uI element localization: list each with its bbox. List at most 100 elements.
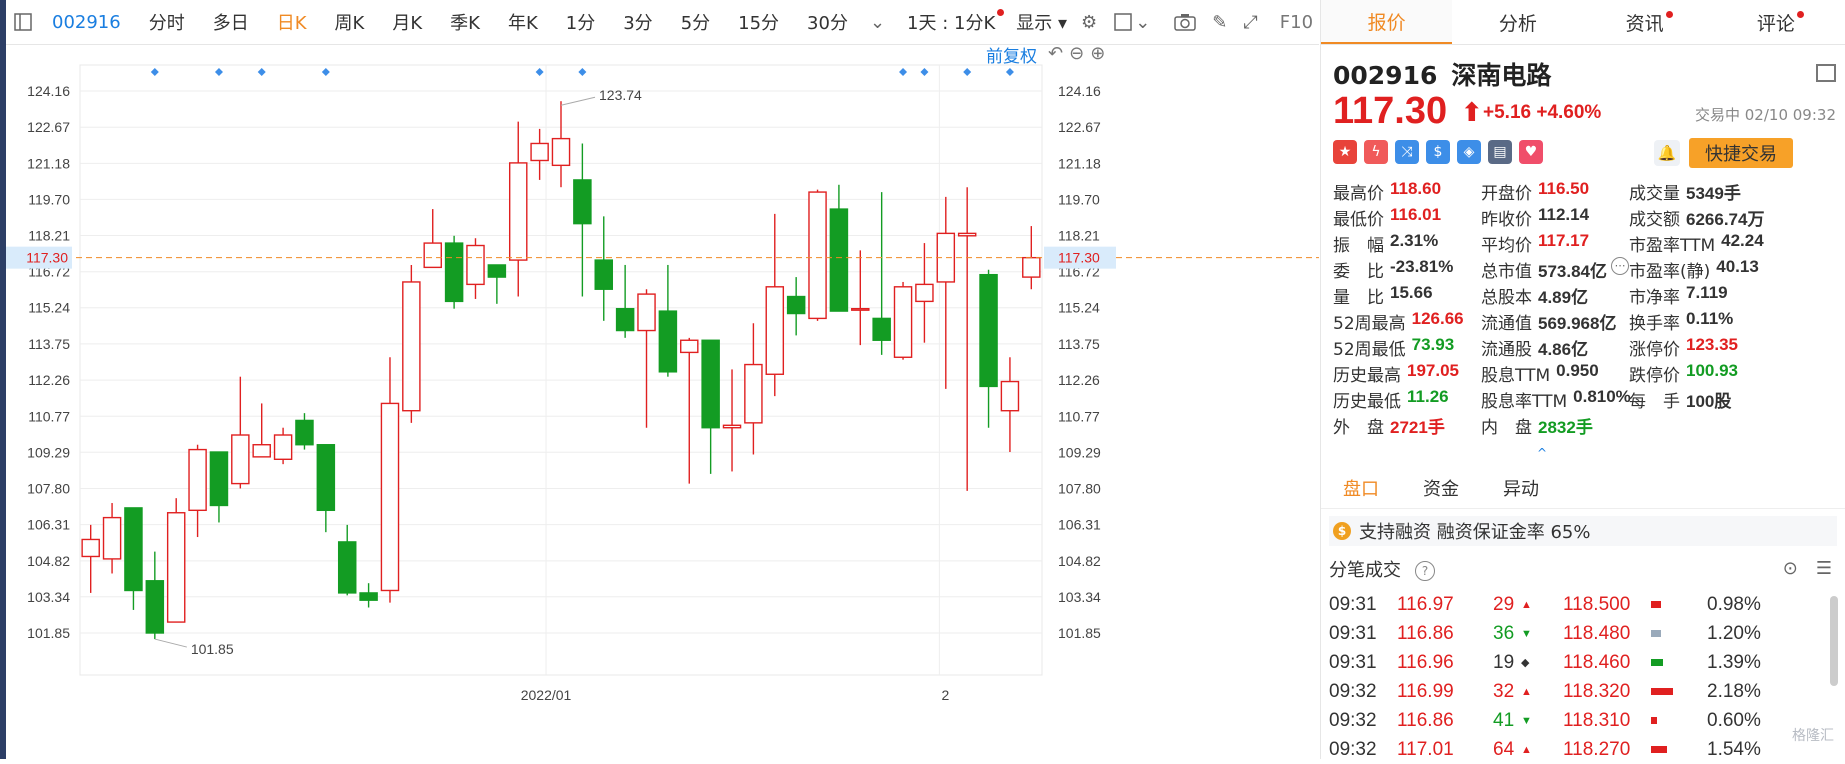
fuquan-toggle[interactable]: 前复权 bbox=[986, 47, 1037, 67]
stat-value: 100股 bbox=[1686, 391, 1732, 411]
tag-icon[interactable]: ◈ bbox=[1457, 140, 1481, 164]
kline-chart-svg[interactable]: 124.16 124.16 122.67 122.67 121.18 121.18 119.… bbox=[6, 45, 1319, 759]
plot-frame bbox=[79, 64, 1043, 676]
zoom-out-icon[interactable]: ⊖ bbox=[1069, 43, 1085, 64]
period-tab[interactable]: 1分 bbox=[565, 13, 596, 34]
notification-dot bbox=[997, 9, 1005, 16]
candle-body bbox=[487, 264, 507, 278]
current-price-tag-left bbox=[6, 246, 72, 269]
stat-label: 流通股 bbox=[1481, 339, 1532, 360]
stat-cell: 开盘价 116.50 bbox=[1481, 179, 1629, 204]
stat-cell: 流通股 4.86亿 bbox=[1481, 335, 1629, 360]
period-tab[interactable]: 多日 bbox=[212, 13, 249, 34]
quick-trade-button[interactable]: 快捷交易 bbox=[1689, 138, 1793, 168]
stat-label: 52周最高 bbox=[1333, 313, 1406, 334]
tab-quote[interactable]: 报价 bbox=[1321, 0, 1453, 44]
pencil-icon[interactable]: ✎ bbox=[1212, 11, 1228, 33]
camera-icon[interactable] bbox=[1174, 11, 1197, 33]
reset-icon[interactable]: ↶ bbox=[1048, 43, 1064, 64]
period-tab[interactable]: 月K bbox=[392, 13, 423, 34]
candle-body bbox=[722, 424, 742, 429]
tab-news[interactable]: 资讯 bbox=[1584, 0, 1715, 44]
y-tick-label-left: 107.80 bbox=[27, 480, 70, 496]
display-menu[interactable]: 显示 ▾ bbox=[1010, 9, 1073, 35]
range-selector[interactable]: 1天 : 1分K bbox=[901, 9, 1010, 35]
stat-label: 成交额 bbox=[1629, 209, 1680, 230]
kline-chart[interactable]: 124.16 124.16 122.67 122.67 121.18 121.18 119.… bbox=[6, 43, 1319, 759]
chevron-down-icon[interactable]: ⌄ bbox=[1135, 11, 1151, 33]
stat-cell: 股息率TTM 0.810% bbox=[1481, 387, 1631, 412]
period-tab-active[interactable]: 日K bbox=[276, 13, 307, 34]
stock-code-label[interactable]: 002916 bbox=[52, 11, 121, 33]
display-label: 显示 bbox=[1016, 13, 1053, 34]
trade-ref-price: 118.460 bbox=[1563, 651, 1631, 673]
heart-icon[interactable]: ♥ bbox=[1519, 140, 1543, 164]
candle-body bbox=[380, 402, 400, 592]
f10-button[interactable]: F10 bbox=[1279, 11, 1314, 33]
china-flag-icon[interactable]: ★ bbox=[1333, 140, 1357, 164]
tab-comments[interactable]: 评论 bbox=[1715, 0, 1845, 44]
period-tab[interactable]: 季K bbox=[450, 13, 480, 34]
subtab-movement[interactable]: 异动 bbox=[1503, 479, 1539, 500]
trade-ref-price: 118.310 bbox=[1563, 709, 1631, 731]
stat-cell: 成交额 6266.74万 bbox=[1629, 205, 1799, 230]
candle-body bbox=[829, 208, 849, 312]
candle-body bbox=[466, 244, 485, 286]
stat-value: 100.93 bbox=[1686, 360, 1738, 380]
help-icon[interactable]: ? bbox=[1415, 561, 1435, 581]
square-select-icon[interactable] bbox=[1113, 11, 1133, 33]
event-marker-icon bbox=[963, 68, 972, 76]
trade-price: 117.01 bbox=[1397, 738, 1454, 760]
period-tab[interactable]: 周K bbox=[334, 13, 365, 34]
stat-label: 委 比 bbox=[1333, 261, 1384, 282]
period-tab[interactable]: 年K bbox=[507, 13, 538, 34]
badge-row: ★ ϟ ⤨ $ ◈ ▤ ♥ bbox=[1333, 140, 1550, 164]
volume-bar bbox=[1651, 601, 1661, 608]
stat-label: 每 手 bbox=[1629, 391, 1680, 412]
stat-cell: 昨收价 112.14 bbox=[1481, 205, 1629, 230]
trade-volume: 41 bbox=[1493, 709, 1515, 731]
list-icon[interactable]: ☰ bbox=[1815, 558, 1832, 579]
period-tab[interactable]: 30分 bbox=[807, 13, 848, 34]
candle-body bbox=[145, 580, 165, 634]
scrollbar[interactable] bbox=[1830, 596, 1838, 686]
fullscreen-icon[interactable]: ⤢ bbox=[1243, 11, 1258, 33]
trade-status: 交易中 02/10 09:32 bbox=[1695, 106, 1836, 124]
period-tab[interactable]: 分时 bbox=[148, 13, 185, 34]
collapse-caret-icon[interactable]: ^ bbox=[1537, 446, 1548, 460]
period-tab[interactable]: 5分 bbox=[680, 13, 711, 34]
trade-ref-price: 118.270 bbox=[1563, 738, 1631, 760]
sidebar-toggle-icon[interactable] bbox=[14, 11, 32, 33]
stat-cell: 流通值 569.968亿 bbox=[1481, 309, 1629, 334]
x-tick-label: 2022/01 bbox=[521, 687, 572, 703]
candle-body bbox=[872, 317, 891, 341]
lightning-icon[interactable]: ϟ bbox=[1364, 140, 1388, 164]
stat-cell: 市净率 7.119 bbox=[1629, 283, 1799, 308]
bell-icon[interactable]: 🔔 bbox=[1654, 140, 1680, 166]
settings-gear-icon[interactable]: ⚙ bbox=[1081, 11, 1098, 33]
subtab-order-book[interactable]: 盘口 bbox=[1343, 479, 1379, 500]
subtab-capital[interactable]: 资金 bbox=[1423, 479, 1459, 500]
stats-row: 历史最高 197.05 股息TTM 0.950 跌停价 100.93 bbox=[1333, 360, 1843, 386]
stat-cell: 委 比 -23.81% bbox=[1333, 257, 1481, 282]
more-icon[interactable]: ⊙ bbox=[1782, 558, 1798, 579]
stock-code: 002916 bbox=[1333, 61, 1438, 90]
more-icon[interactable]: ⋯ bbox=[1611, 256, 1629, 275]
document-icon[interactable]: ▤ bbox=[1488, 140, 1512, 164]
tab-analysis[interactable]: 分析 bbox=[1452, 0, 1583, 44]
y-tick-label-right: 106.31 bbox=[1058, 517, 1101, 533]
chevron-down-icon[interactable]: ⌄ bbox=[869, 11, 886, 33]
y-tick-label-left: 112.26 bbox=[28, 372, 70, 388]
dollar-icon[interactable]: $ bbox=[1426, 140, 1450, 164]
trade-price: 116.97 bbox=[1397, 593, 1454, 615]
trade-percent: 1.54% bbox=[1707, 738, 1761, 760]
candle-body bbox=[615, 307, 635, 332]
zoom-in-icon[interactable]: ⊕ bbox=[1090, 43, 1106, 64]
shuffle-icon[interactable]: ⤨ bbox=[1395, 140, 1419, 164]
candle-body bbox=[808, 191, 827, 320]
period-tab[interactable]: 3分 bbox=[623, 13, 653, 34]
layout-icon[interactable] bbox=[1816, 64, 1836, 82]
sub-tabs: 盘口 资金 异动 bbox=[1321, 468, 1845, 509]
volume-bar bbox=[1651, 630, 1661, 637]
period-tab[interactable]: 15分 bbox=[738, 13, 780, 34]
